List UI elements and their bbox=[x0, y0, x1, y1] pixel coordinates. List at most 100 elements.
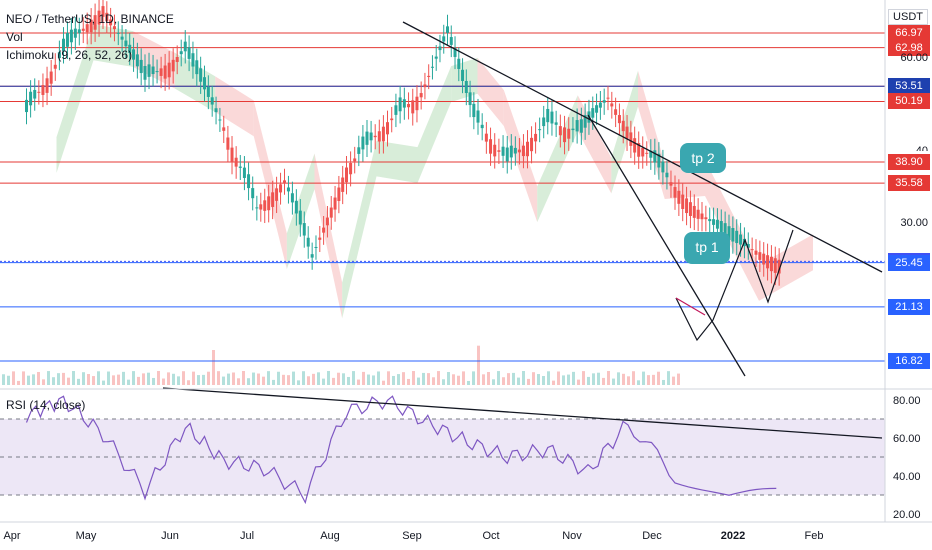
candle-body bbox=[155, 71, 159, 73]
candle-body bbox=[457, 58, 461, 69]
candle-body bbox=[175, 56, 179, 62]
candle-body bbox=[143, 66, 147, 80]
volume-bar bbox=[372, 375, 375, 385]
volume-bar bbox=[162, 378, 165, 385]
volume-bar bbox=[282, 374, 285, 385]
volume-bar bbox=[37, 371, 40, 385]
x-tick: Jun bbox=[161, 530, 179, 542]
candle-body bbox=[509, 145, 513, 158]
volume-bar bbox=[627, 376, 630, 385]
volume-bar bbox=[362, 371, 365, 385]
candle-body bbox=[723, 223, 727, 237]
x-tick: 2022 bbox=[721, 530, 745, 542]
volume-bar bbox=[277, 371, 280, 385]
volume-bar bbox=[512, 372, 515, 385]
cloud-segment bbox=[477, 57, 504, 126]
volume-bar bbox=[617, 372, 620, 385]
rsi-panel: 80.00 60.00 40.00 20.00 bbox=[0, 387, 921, 521]
candle-body bbox=[353, 158, 357, 162]
volume-bar bbox=[517, 377, 520, 385]
candle-body bbox=[735, 230, 739, 244]
volume-bar bbox=[292, 371, 295, 385]
volume-bar bbox=[367, 374, 370, 385]
candle-body bbox=[62, 38, 65, 52]
candle-body bbox=[629, 132, 633, 146]
candle-body bbox=[606, 97, 610, 99]
volume-bar bbox=[572, 371, 575, 385]
volume-bar bbox=[672, 376, 675, 385]
volume-bar bbox=[487, 372, 490, 385]
candle-body bbox=[442, 36, 446, 42]
candle-body bbox=[322, 227, 326, 233]
candle-body bbox=[259, 204, 263, 210]
projection-arrows bbox=[675, 229, 794, 342]
volume-legend[interactable]: Vol bbox=[6, 30, 23, 44]
candle-body bbox=[357, 147, 361, 154]
volume-bar bbox=[537, 374, 540, 385]
volume-bar bbox=[287, 375, 290, 385]
cloud-segment bbox=[503, 90, 538, 223]
candle-body bbox=[222, 127, 226, 131]
volume-bar bbox=[212, 350, 215, 385]
candle-body bbox=[263, 200, 267, 211]
volume-bar bbox=[447, 372, 450, 385]
candle-body bbox=[567, 128, 571, 139]
candle-body bbox=[591, 108, 595, 118]
volume-bar bbox=[32, 374, 35, 385]
candle-body bbox=[373, 135, 377, 138]
volume-bar bbox=[312, 373, 315, 385]
volume-bar bbox=[402, 372, 405, 385]
candle-body bbox=[661, 161, 665, 173]
currency-label[interactable]: USDT bbox=[888, 9, 928, 25]
candle-body bbox=[617, 115, 621, 124]
price-tag: 16.82 bbox=[888, 353, 930, 369]
volume-bar bbox=[477, 345, 480, 385]
volume-bar bbox=[442, 379, 445, 385]
candle-body bbox=[665, 172, 669, 178]
volume-bar bbox=[387, 371, 390, 385]
candle-body bbox=[238, 166, 242, 168]
cloud-segment bbox=[215, 76, 254, 137]
price-tick: 60.00 bbox=[900, 52, 928, 65]
ichimoku-legend[interactable]: Ichimoku (9, 26, 52, 26) bbox=[6, 48, 133, 62]
candle-body bbox=[45, 78, 49, 93]
volume-bar bbox=[297, 380, 300, 385]
candle-body bbox=[449, 37, 453, 45]
price-tag: 38.90 bbox=[888, 153, 930, 170]
candle-body bbox=[286, 187, 290, 192]
candle-body bbox=[109, 19, 113, 26]
volume-bar bbox=[317, 372, 320, 385]
volume-bar bbox=[382, 380, 385, 385]
price-tag: 66.97 bbox=[888, 25, 930, 41]
candle-body bbox=[294, 200, 298, 214]
candle-body bbox=[472, 103, 476, 118]
candle-body bbox=[493, 144, 497, 157]
x-tick: Nov bbox=[562, 530, 582, 542]
volume-bar bbox=[582, 371, 585, 385]
rsi-legend[interactable]: RSI (14, close) bbox=[6, 398, 86, 412]
volume-bar bbox=[482, 374, 485, 385]
volume-bar bbox=[307, 376, 310, 385]
cloud-segment bbox=[93, 24, 133, 67]
candle-body bbox=[116, 32, 120, 34]
cloud-segment bbox=[56, 24, 94, 173]
candle-body bbox=[419, 93, 423, 98]
volume-bar bbox=[202, 374, 205, 385]
candle-body bbox=[242, 167, 246, 178]
volume-bar bbox=[337, 372, 340, 385]
candle-body bbox=[120, 36, 124, 40]
volume-bar bbox=[222, 376, 225, 385]
candle-body bbox=[112, 26, 116, 30]
rsi-tick: 80.00 bbox=[893, 395, 921, 407]
cloud-segment bbox=[537, 95, 578, 223]
volume-bar bbox=[92, 376, 95, 385]
volume-bar bbox=[2, 374, 5, 385]
candle-body bbox=[681, 194, 685, 209]
candle-body bbox=[298, 210, 302, 225]
candle-body bbox=[251, 188, 255, 199]
candle-body bbox=[773, 258, 777, 273]
candle-body bbox=[739, 234, 743, 245]
tp2-badge: tp 2 bbox=[680, 143, 726, 173]
candle-body bbox=[546, 108, 550, 123]
